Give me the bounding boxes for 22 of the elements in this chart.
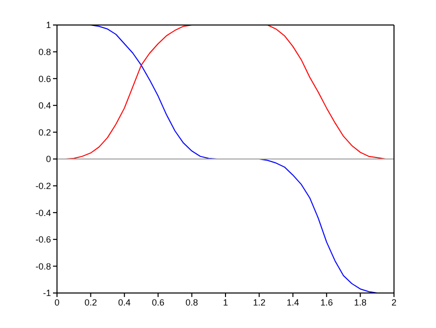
x-tick-label: 0.6 [152,297,164,308]
y-tick-label: -0.6 [35,234,51,245]
y-tick-label: 0.6 [38,74,51,84]
x-tick-label: 2 [391,297,397,308]
x-tick-label: 1 [222,297,228,308]
x-tick-label: 0 [54,297,60,308]
x-tick-label: 1.2 [252,297,266,308]
y-tick-label: -0.8 [35,261,51,272]
y-tick-label: 0 [46,154,51,164]
y-tick-label: 0.8 [38,46,51,57]
y-tick-label: -0.2 [35,180,51,191]
x-tick-label: 1.8 [354,297,367,308]
x-tick-label: 0.4 [118,297,131,308]
y-tick-label: 0.2 [38,127,51,138]
x-tick-label: 0.2 [84,297,97,308]
y-tick-label: -1 [42,288,51,298]
x-tick-label: 1.4 [286,297,300,308]
y-tick-label: 0.4 [38,100,51,111]
x-tick-label: 1.6 [320,297,333,308]
x-tick-label: 0.8 [186,297,198,308]
y-tick-label: -0.4 [35,208,51,218]
y-tick-label: 1 [46,20,51,30]
